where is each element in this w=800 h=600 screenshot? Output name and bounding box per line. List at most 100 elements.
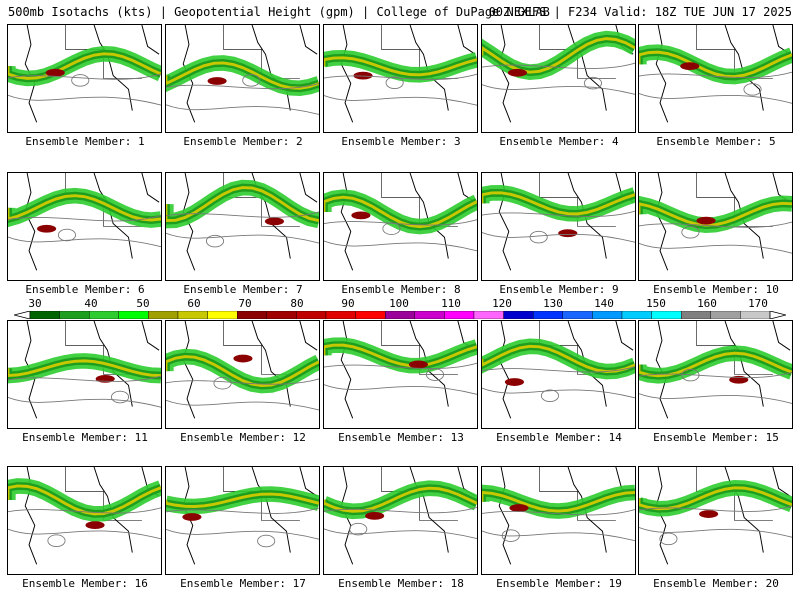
map-canvas xyxy=(639,467,792,565)
height-contour-closed xyxy=(242,74,261,87)
isotach-maximum xyxy=(558,229,578,238)
colorbar-segment xyxy=(88,311,119,319)
coastline-outline xyxy=(498,173,634,271)
ensemble-member-map xyxy=(481,24,636,133)
height-contour-closed xyxy=(71,74,90,87)
height-contour xyxy=(166,211,319,218)
ensemble-member-map xyxy=(638,466,793,575)
height-contour xyxy=(8,375,161,382)
height-contour xyxy=(482,366,635,373)
colorbar-segment xyxy=(207,311,238,319)
height-contour xyxy=(324,507,477,514)
jet-stream-max xyxy=(8,484,161,516)
height-contour xyxy=(166,399,319,411)
boundary-lines xyxy=(381,321,458,375)
ensemble-member-label: Ensemble Member: 8 xyxy=(341,283,461,296)
height-contour-closed xyxy=(205,234,225,248)
map-header: 500mb Isotachs (kts) | Geopotential Heig… xyxy=(8,4,792,20)
colorbar xyxy=(14,311,786,319)
ensemble-member-label: Ensemble Member: 17 xyxy=(180,577,306,590)
ensemble-member-map xyxy=(481,466,636,575)
height-contour xyxy=(639,221,792,228)
map-canvas xyxy=(166,321,319,419)
jet-stream-max xyxy=(8,194,161,222)
ensemble-member-map xyxy=(481,320,636,429)
colorbar-tick-label: 130 xyxy=(543,297,563,310)
colorbar-segment xyxy=(118,311,149,319)
ensemble-member-map xyxy=(323,172,478,281)
height-contour-closed xyxy=(110,390,130,404)
height-contour xyxy=(482,232,635,243)
isotach-maximum xyxy=(365,511,385,520)
height-contour xyxy=(8,528,161,540)
height-contour xyxy=(482,530,635,542)
colorbar-tick-label: 80 xyxy=(290,297,304,310)
colorbar-segment xyxy=(29,311,60,319)
height-contour-closed xyxy=(47,534,66,547)
height-contour xyxy=(8,397,161,408)
colorbar-left-arrow xyxy=(14,311,31,319)
height-contour-closed xyxy=(529,230,548,244)
colorbar-segment xyxy=(621,311,652,319)
height-contour xyxy=(166,232,319,244)
ensemble-member-map xyxy=(165,172,320,281)
jet-stream-max xyxy=(166,492,319,508)
coastline-outline xyxy=(655,467,791,565)
map-canvas xyxy=(8,321,161,419)
jet-stream-max xyxy=(639,50,792,79)
ensemble-member-label: Ensemble Member: 11 xyxy=(22,431,148,444)
colorbar-segment xyxy=(562,311,593,319)
colorbar-segment xyxy=(681,311,712,319)
colorbar-segment xyxy=(355,311,386,319)
ensemble-member-label: Ensemble Member: 18 xyxy=(338,577,464,590)
isotach-maximum xyxy=(85,521,105,530)
colorbar-segment xyxy=(325,311,356,319)
isotach-maximum xyxy=(182,513,202,521)
header-field-title: 500mb Isotachs (kts) | Geopotential Heig… xyxy=(8,5,550,19)
height-contour-closed xyxy=(382,222,401,235)
isotach-maximum xyxy=(351,211,371,220)
colorbar-segment xyxy=(740,311,771,319)
colorbar-tick-label: 60 xyxy=(187,297,201,310)
isotach-maximum xyxy=(507,68,528,77)
isotach-maximum xyxy=(207,77,227,85)
height-contour xyxy=(324,95,477,106)
map-canvas xyxy=(166,173,319,271)
jet-stream-max xyxy=(8,52,161,80)
ensemble-member-label: Ensemble Member: 14 xyxy=(496,431,622,444)
height-contour-closed xyxy=(57,228,76,242)
map-canvas xyxy=(8,467,161,565)
height-contour xyxy=(482,62,635,70)
height-contour-closed xyxy=(501,529,520,542)
ensemble-member-label: Ensemble Member: 6 xyxy=(25,283,145,296)
height-contour xyxy=(8,94,161,106)
ensemble-member-map xyxy=(7,24,162,133)
colorbar-segment xyxy=(651,311,682,319)
ensemble-member-map xyxy=(165,320,320,429)
colorbar-tick-label: 140 xyxy=(594,297,614,310)
jet-stream-max xyxy=(324,56,477,77)
ensemble-member-label: Ensemble Member: 5 xyxy=(656,135,776,148)
ensemble-member-label: Ensemble Member: 4 xyxy=(499,135,619,148)
isotach-maximum xyxy=(680,62,700,70)
ensemble-member-map xyxy=(7,320,162,429)
map-canvas xyxy=(8,25,161,123)
colorbar-tick-label: 120 xyxy=(492,297,512,310)
colorbar-segment xyxy=(503,311,534,319)
height-contour xyxy=(166,104,319,115)
ensemble-member-map xyxy=(165,24,320,133)
height-contour xyxy=(324,384,477,395)
height-contour-closed xyxy=(540,389,559,402)
ensemble-member-label: Ensemble Member: 10 xyxy=(653,283,779,296)
height-contour xyxy=(324,362,477,370)
height-contour xyxy=(639,527,792,538)
ensemble-member-map xyxy=(323,466,478,575)
ensemble-member-map xyxy=(638,320,793,429)
ensemble-member-map xyxy=(7,466,162,575)
height-contour xyxy=(324,240,477,252)
jet-stream-max xyxy=(482,191,635,216)
jet-stream-max xyxy=(8,359,161,378)
ensemble-member-label: Ensemble Member: 7 xyxy=(183,283,303,296)
header-run-info: 00Z GEFS | F234 Valid: 18Z TUE JUN 17 20… xyxy=(488,5,792,19)
colorbar-segment xyxy=(592,311,623,319)
